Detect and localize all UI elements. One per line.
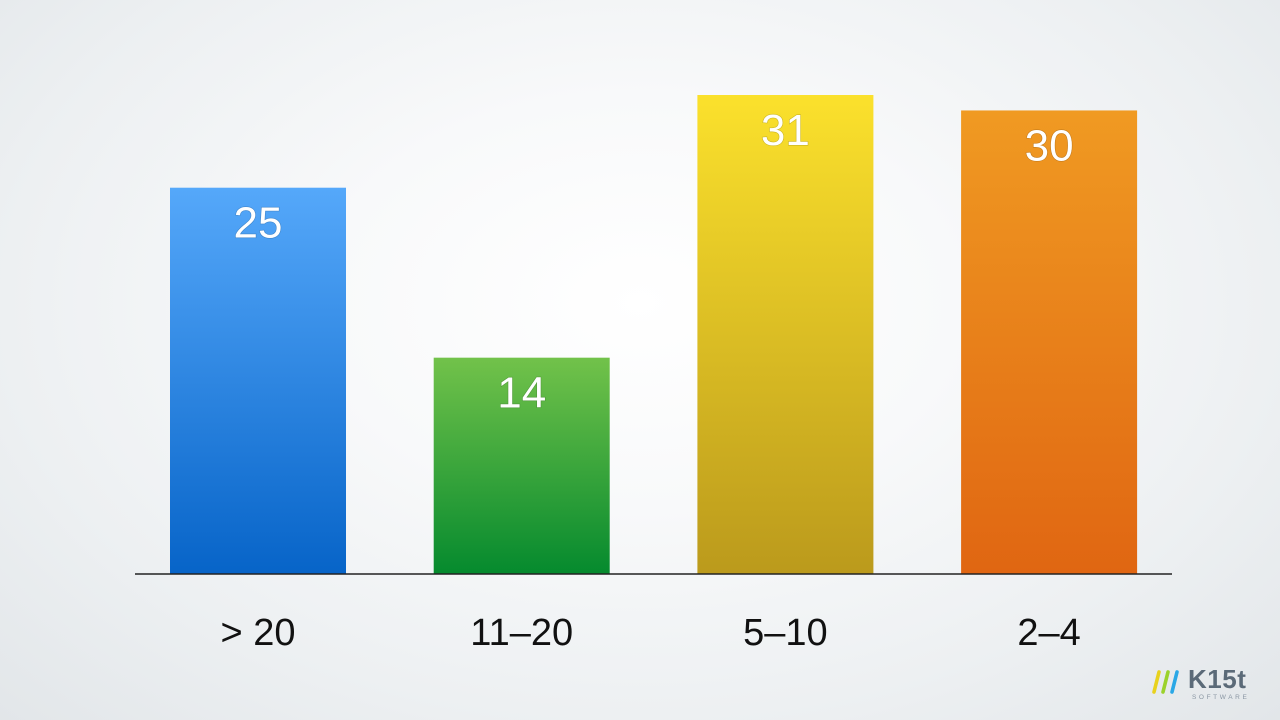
value-label-3: 30: [1025, 121, 1074, 170]
bar-0: [170, 187, 346, 575]
category-label-3: 2–4: [1017, 612, 1080, 654]
value-label-2: 31: [761, 106, 810, 155]
category-label-2: 5–10: [743, 612, 828, 654]
value-labels-group: 25 14 31 30: [233, 105, 1074, 418]
value-label-0: 25: [234, 199, 283, 248]
logo-name: K15t: [1188, 664, 1247, 694]
category-label-1: 11–20: [470, 612, 573, 654]
bar-2: [697, 95, 874, 574]
bar-3: [961, 110, 1138, 575]
bar-1: [433, 357, 610, 574]
logo-slashes-icon: [1152, 670, 1179, 694]
bars-group: [170, 95, 1138, 575]
logo-tagline: SOFTWARE: [1192, 694, 1250, 701]
value-label-1: 14: [497, 369, 546, 418]
k15t-logo: K15t SOFTWARE: [1148, 664, 1252, 704]
category-label-0: > 20: [220, 612, 295, 654]
category-labels-group: > 20 11–20 5–10 2–4: [220, 612, 1080, 654]
